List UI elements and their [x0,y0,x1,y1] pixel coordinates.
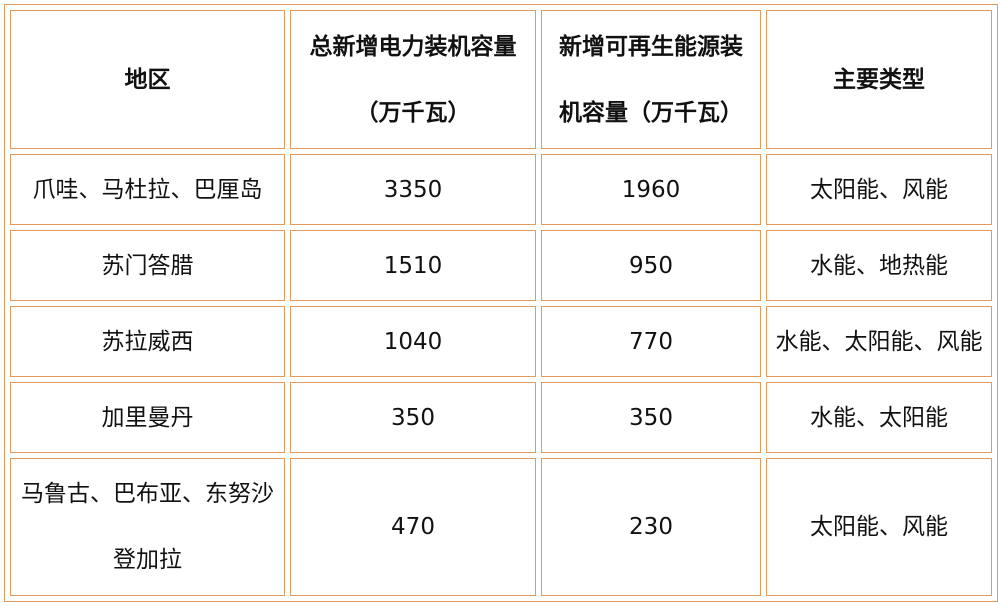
table-cell: 470 [290,458,536,596]
table-cell: 苏拉威西 [10,306,285,377]
table-row: 苏门答腊 1510 950 水能、地热能 [10,230,992,301]
header-cell: 主要类型 [766,10,992,149]
header-text: 总新增电力装机容量 [309,33,517,60]
table-cell: 950 [541,230,761,301]
table-cell: 马鲁古、巴布亚、东努沙登加拉 [10,458,285,596]
table-row: 爪哇、马杜拉、巴厘岛 3350 1960 太阳能、风能 [10,154,992,225]
table-cell: 水能、太阳能、风能 [766,306,992,377]
header-text: 机容量（万千瓦） [559,99,743,126]
header-cell: 新增可再生能源装 机容量（万千瓦） [541,10,761,149]
header-text: 主要类型 [833,66,925,93]
header-cell: 地区 [10,10,285,149]
table-cell: 加里曼丹 [10,382,285,453]
header-text: 新增可再生能源装 [559,33,743,60]
table-cell: 350 [290,382,536,453]
table-cell: 350 [541,382,761,453]
table-cell: 太阳能、风能 [766,154,992,225]
header-text: （万千瓦） [355,99,471,126]
table-row: 苏拉威西 1040 770 水能、太阳能、风能 [10,306,992,377]
table-cell: 1960 [541,154,761,225]
table-cell: 爪哇、马杜拉、巴厘岛 [10,154,285,225]
table-row: 加里曼丹 350 350 水能、太阳能 [10,382,992,453]
table-cell: 水能、地热能 [766,230,992,301]
table-cell: 水能、太阳能 [766,382,992,453]
table-cell: 3350 [290,154,536,225]
table-cell: 1040 [290,306,536,377]
table-cell: 770 [541,306,761,377]
header-text: 地区 [124,66,171,93]
table-cell: 苏门答腊 [10,230,285,301]
table-body: 地区 总新增电力装机容量 （万千瓦） 新增可再生能源装 机容量（万千瓦） 主要类型爪哇、马… [10,10,992,596]
table-cell: 太阳能、风能 [766,458,992,596]
header-row: 地区 总新增电力装机容量 （万千瓦） 新增可再生能源装 机容量（万千瓦） 主要类型 [10,10,992,149]
table-cell: 1510 [290,230,536,301]
table-cell: 230 [541,458,761,596]
data-table: 地区 总新增电力装机容量 （万千瓦） 新增可再生能源装 机容量（万千瓦） 主要类型爪哇、马… [4,4,998,602]
header-cell: 总新增电力装机容量 （万千瓦） [290,10,536,149]
table-row: 马鲁古、巴布亚、东努沙登加拉 470 230 太阳能、风能 [10,458,992,596]
